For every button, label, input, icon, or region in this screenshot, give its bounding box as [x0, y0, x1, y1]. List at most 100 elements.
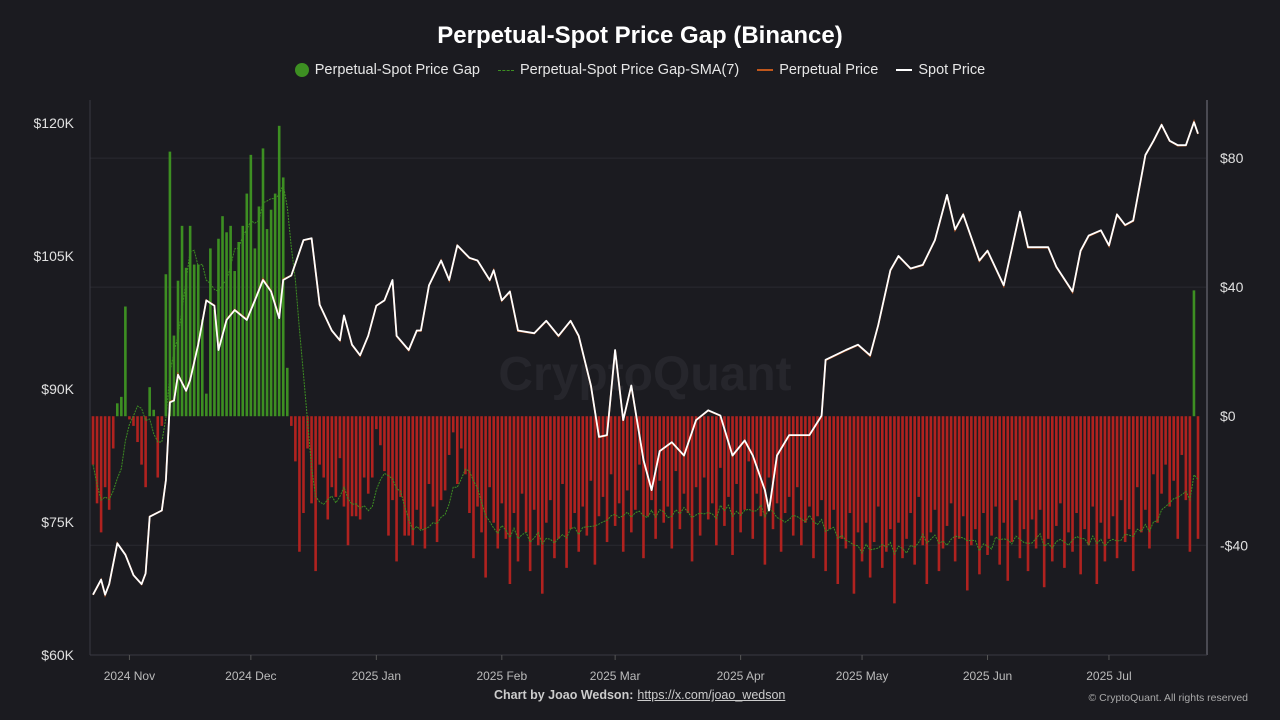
gap-bar — [852, 416, 856, 594]
gap-bar — [795, 416, 799, 488]
gap-bar — [451, 416, 455, 433]
gap-bar — [1123, 416, 1127, 543]
gap-bar — [310, 416, 313, 504]
x-axis-tick-label: 2025 Jul — [1086, 669, 1131, 683]
gap-bar — [1135, 416, 1139, 488]
gap-bar — [415, 416, 419, 510]
gap-bar — [1075, 416, 1078, 514]
gap-bar — [646, 416, 649, 517]
footer-credit: Chart by Joao Wedson: https://x.com/joao_… — [494, 688, 785, 702]
credit-link[interactable]: https://x.com/joao_wedson — [637, 688, 786, 702]
gap-bar — [124, 306, 127, 417]
gap-bar — [1099, 416, 1103, 523]
gap-bar — [468, 416, 471, 514]
gap-bar — [1188, 416, 1192, 552]
gap-bar — [213, 309, 216, 417]
gap-bar — [585, 416, 589, 536]
price-lines — [92, 118, 1199, 598]
gap-bar — [395, 416, 398, 562]
right-axis-tick-label: $80 — [1220, 150, 1244, 166]
left-axis-tick-label: $60K — [41, 647, 74, 663]
gap-bar — [176, 280, 180, 417]
gap-bar — [694, 416, 698, 488]
gap-bar — [739, 416, 742, 533]
gap-bar — [241, 225, 245, 417]
gap-bar — [520, 416, 524, 494]
axes: $120K $105K $90K $75K $60K $80 $40 $0 -$40 2024 N… — [34, 100, 1248, 683]
gap-bar — [1115, 416, 1119, 559]
gap-bar — [642, 416, 645, 559]
gap-bar — [698, 416, 702, 536]
legend-dot-icon — [294, 63, 309, 77]
gap-bar — [755, 416, 759, 494]
gap-bar — [1002, 416, 1006, 523]
gap-bar — [864, 416, 868, 523]
gap-bar — [476, 416, 479, 507]
gap-bar — [715, 416, 718, 546]
gap-bar — [800, 416, 803, 546]
gap-bar — [443, 416, 447, 491]
gap-bar — [577, 416, 581, 552]
gap-bar — [1059, 416, 1062, 504]
gap-bar — [710, 416, 714, 504]
gap-bar — [937, 416, 941, 572]
gap-bar — [621, 416, 625, 552]
gap-bar — [1079, 416, 1082, 575]
gap-bar — [447, 416, 451, 455]
gap-bar — [411, 416, 415, 546]
gap-bar — [1184, 416, 1188, 501]
gap-bar — [690, 416, 694, 562]
gap-bar — [719, 416, 722, 468]
gap-bar — [439, 416, 443, 501]
gap-bar — [549, 416, 552, 501]
legend-item-gap[interactable]: Perpetual-Spot Price Gap — [294, 62, 480, 78]
gap-bar — [318, 416, 321, 465]
gap-bar — [1055, 416, 1058, 526]
gap-bar — [1071, 416, 1074, 552]
left-axis-tick-label: $120K — [34, 115, 75, 131]
gap-bar — [990, 416, 993, 536]
gap-bar — [880, 416, 884, 568]
gap-bar — [929, 416, 933, 533]
gap-bar — [625, 416, 629, 491]
gap-bar — [403, 416, 406, 536]
x-axis-tick-label: 2025 Jan — [352, 669, 401, 683]
gap-bar — [346, 416, 350, 546]
gap-bar — [184, 267, 188, 417]
gap-bar — [605, 416, 609, 543]
gap-bar — [1156, 416, 1159, 523]
gap-bar — [407, 416, 411, 536]
gap-bar — [662, 416, 666, 523]
gap-bar — [103, 416, 107, 488]
legend-item-spot[interactable]: Spot Price — [896, 62, 985, 78]
legend-item-perpetual[interactable]: Perpetual Price — [757, 62, 878, 78]
gap-bar — [540, 416, 544, 594]
gap-bar — [666, 416, 670, 507]
gap-bar — [678, 416, 682, 530]
gap-bar — [148, 387, 151, 417]
gap-bar — [885, 416, 888, 552]
gap-bar — [1083, 416, 1086, 530]
gap-bar — [1180, 416, 1184, 455]
gap-bar — [925, 416, 929, 585]
gap-bar — [229, 225, 232, 417]
gap-bar — [512, 416, 516, 514]
gap-bar — [670, 416, 674, 549]
gap-bar — [1196, 416, 1200, 539]
gap-bar — [617, 416, 621, 504]
gap-bar — [488, 416, 491, 488]
legend-label: Spot Price — [918, 62, 986, 78]
gap-bar — [581, 416, 585, 507]
gap-bar — [334, 416, 338, 497]
gap-bar — [998, 416, 1001, 565]
gap-bar — [1042, 416, 1046, 588]
gap-bar — [180, 225, 184, 417]
gap-bar — [743, 416, 746, 510]
gap-bar — [217, 238, 220, 417]
x-axis-tick-label: 2025 Feb — [476, 669, 527, 683]
gap-bar — [140, 416, 143, 465]
gap-bar — [120, 396, 123, 417]
legend-item-sma[interactable]: Perpetual-Spot Price Gap-SMA(7) — [497, 62, 739, 78]
left-axis-tick-label: $75K — [41, 514, 74, 530]
gap-bar — [524, 416, 528, 533]
